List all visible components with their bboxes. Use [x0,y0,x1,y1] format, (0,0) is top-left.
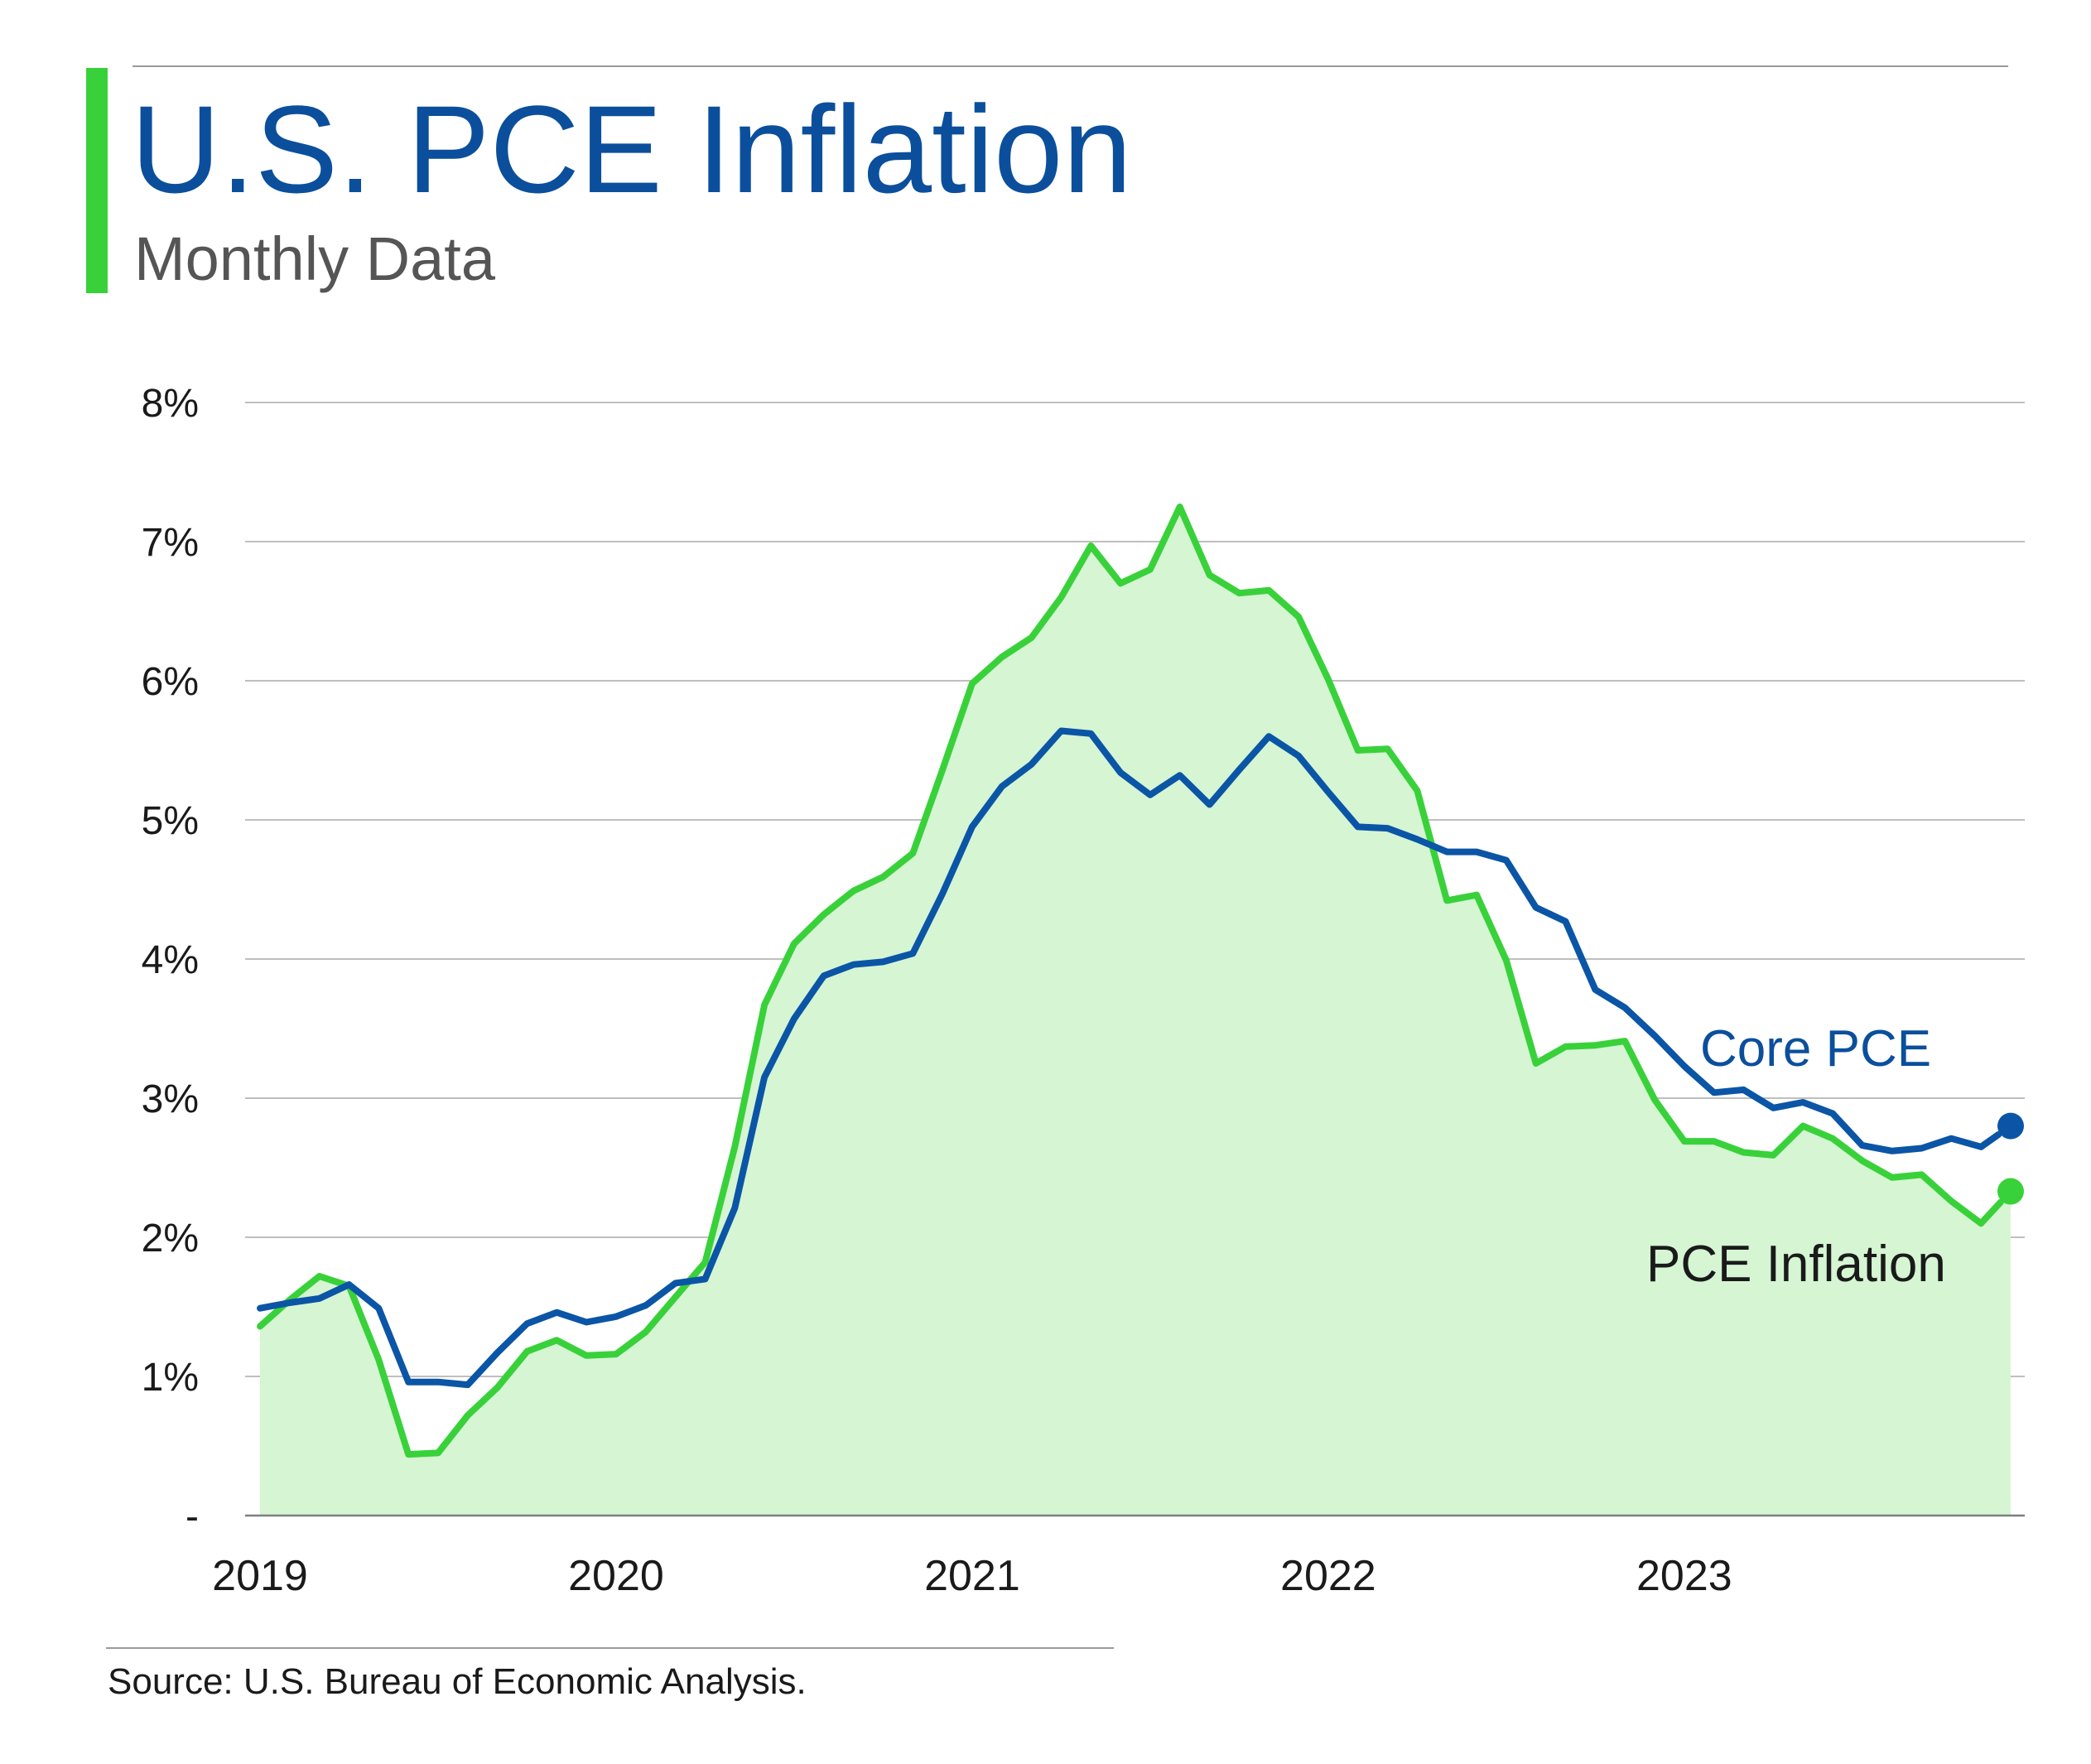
pce-inflation-label: PCE Inflation [1646,1236,1946,1293]
series-connector-core-pce [1978,1130,2002,1150]
page-title: U.S. PCE Inflation [131,80,1132,219]
y-tick-label: 7% [142,521,199,565]
y-axis: - 1% 2% 3% 4% 5% 6% 7% 8% [142,382,199,1539]
series-connector-pce-inflation [1978,1198,2004,1227]
end-markers [1997,1112,2024,1205]
y-tick-label: - [185,1495,199,1539]
y-tick-label: 6% [142,660,199,704]
source-note: Source: U.S. Bureau of Economic Analysis… [108,1661,807,1702]
core-pce-label: Core PCE [1700,1020,1931,1077]
series-lines [257,504,2004,1458]
series-area [260,507,2011,1516]
series-line-core-pce [257,727,1985,1389]
accent-bar [86,68,108,293]
end-marker-pce-inflation [1997,1178,2024,1205]
x-tick-label: 2022 [1280,1552,1376,1600]
y-tick-label: 8% [142,382,199,426]
x-tick-label: 2021 [924,1552,1020,1600]
x-axis: 2019 2020 2021 2022 2023 [212,1552,1732,1600]
page-subtitle: Monthly Data [134,224,496,293]
x-tick-label: 2020 [568,1552,664,1600]
y-tick-label: 1% [142,1356,199,1400]
y-tick-label: 5% [142,799,199,843]
y-tick-label: 2% [142,1217,199,1260]
x-tick-label: 2023 [1636,1552,1732,1600]
series-area-pce-inflation [260,507,2011,1516]
y-tick-label: 4% [142,938,199,982]
end-marker-core-pce [1997,1112,2024,1140]
y-tick-label: 3% [142,1077,199,1121]
series-line-pce-inflation [257,504,1985,1458]
x-tick-label: 2019 [212,1552,308,1600]
